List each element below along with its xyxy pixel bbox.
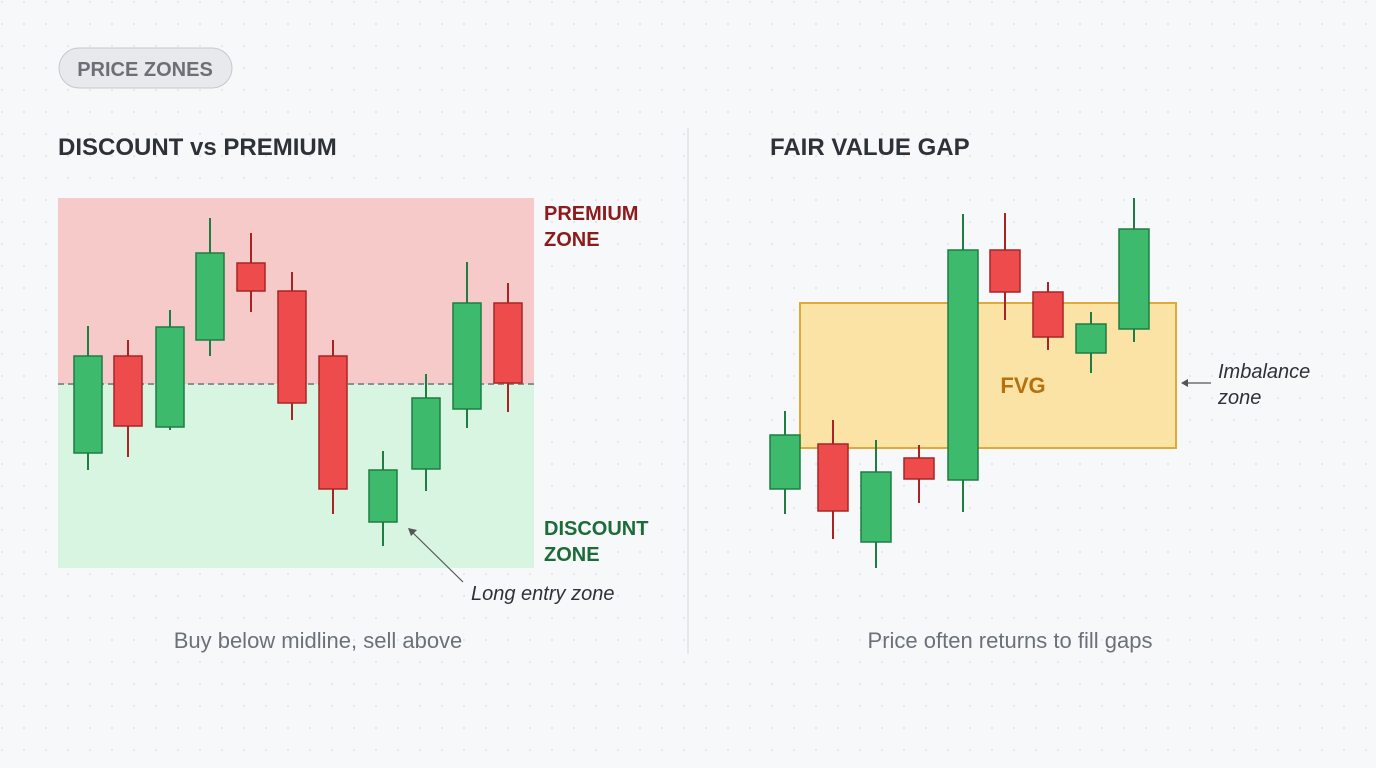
annotation: Imbalance xyxy=(1218,361,1310,383)
discount-label: ZONE xyxy=(544,544,600,566)
annotation: zone xyxy=(1217,387,1261,409)
candles xyxy=(73,218,523,546)
premium-label: PREMIUM xyxy=(544,203,638,225)
arrow xyxy=(409,529,464,583)
right-title: FAIR VALUE GAP xyxy=(770,134,970,161)
badge-text: PRICE ZONES xyxy=(77,59,213,81)
annotation: Long entry zone xyxy=(471,583,614,605)
arrow-head xyxy=(1181,379,1188,387)
fvg-label: FVG xyxy=(1000,373,1045,398)
candles xyxy=(769,198,1150,568)
caption: Price often returns to fill gaps xyxy=(868,628,1153,653)
premium-label: ZONE xyxy=(544,229,600,251)
fvg-box xyxy=(799,302,1177,449)
discount-label: DISCOUNT xyxy=(544,518,648,540)
arrow-head xyxy=(408,528,417,536)
badge xyxy=(58,47,233,89)
left-title: DISCOUNT vs PREMIUM xyxy=(58,134,337,161)
caption: Buy below midline, sell above xyxy=(174,628,463,653)
